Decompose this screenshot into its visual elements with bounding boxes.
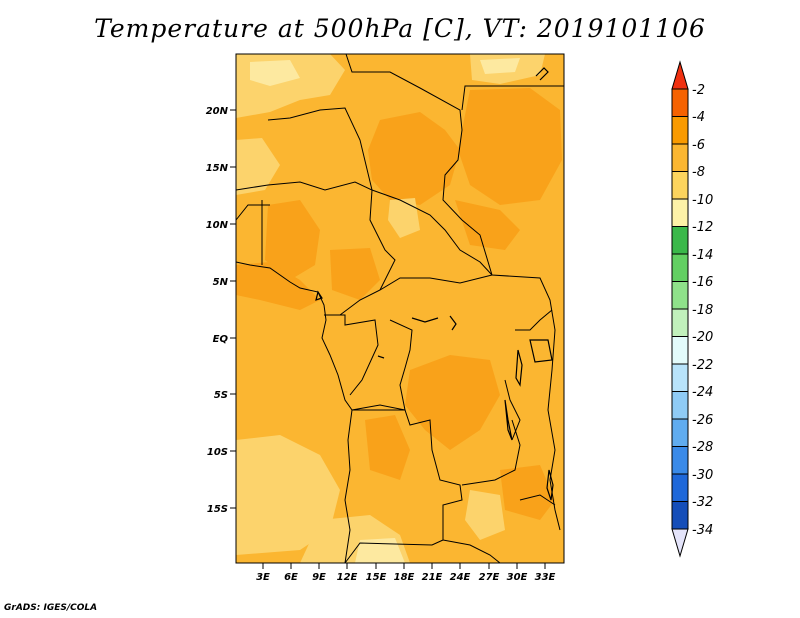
lat-label: 15N [206, 163, 229, 174]
colorbar-label: -20 [692, 330, 713, 345]
lon-label: 6E [284, 572, 298, 583]
colorbar-label: -12 [692, 220, 713, 235]
colorbar-segment [671, 253, 689, 282]
lakes [315, 67, 554, 501]
colorbar-label: -24 [692, 385, 713, 400]
chart-title: Temperature at 500hPa [C], VT: 201910110… [94, 14, 706, 43]
colorbar-segment [671, 308, 689, 337]
colorbar: -2 -4 -6 -8 -10 -12 -14 -16 -18 -20 -22 … [671, 60, 713, 558]
colorbar-label: -18 [692, 303, 713, 318]
lon-label: 33E [535, 572, 556, 583]
colorbar-label: -26 [692, 413, 713, 428]
lat-label: 15S [207, 504, 228, 515]
colorbar-segment [671, 336, 689, 365]
colorbar-top-arrow [671, 60, 689, 90]
colorbar-segment [671, 143, 689, 172]
colorbar-segment [671, 391, 689, 420]
colorbar-label: -22 [692, 358, 713, 373]
colorbar-label: -10 [692, 193, 713, 208]
lat-label: EQ [213, 334, 229, 345]
lon-label: 21E [422, 572, 443, 583]
coastlines-borders [235, 53, 564, 564]
lon-label: 15E [366, 572, 387, 583]
colorbar-label: -14 [692, 248, 713, 263]
colorbar-segment [671, 198, 689, 227]
colorbar-label: -8 [692, 165, 705, 180]
lon-label: 30E [507, 572, 528, 583]
colorbar-segment [671, 171, 689, 200]
lon-label: 18E [394, 572, 415, 583]
colorbar-segment [671, 281, 689, 310]
lat-label: 20N [206, 106, 229, 117]
colorbar-segment [671, 473, 689, 502]
lat-label: 5S [214, 390, 228, 401]
lat-label: 5N [213, 277, 229, 288]
colorbar-segment [671, 226, 689, 255]
colorbar-segment [671, 88, 689, 117]
plot-frame [235, 53, 565, 564]
lat-axis: 20N 15N 10N 5N EQ 5S 10S 15S [206, 106, 236, 515]
lon-label: 12E [337, 572, 358, 583]
grads-credit: GrADS: IGES/COLA [4, 603, 98, 613]
colorbar-segment [671, 418, 689, 447]
lat-label: 10S [207, 447, 228, 458]
colorbar-segment [671, 363, 689, 392]
colorbar-segment [671, 446, 689, 475]
colorbar-label: -4 [692, 110, 705, 125]
colorbar-bottom-arrow [671, 528, 689, 558]
colorbar-label: -2 [692, 83, 705, 98]
colorbar-label: -34 [692, 523, 713, 538]
colorbar-label: -30 [692, 468, 713, 483]
lon-label: 3E [256, 572, 270, 583]
colorbar-segment [671, 501, 689, 530]
lon-label: 9E [312, 572, 326, 583]
lat-label: 10N [206, 220, 229, 231]
colorbar-label: -6 [692, 138, 705, 153]
lon-axis: 3E 6E 9E 12E 15E 18E 21E 24E 27E 30E 33E [256, 563, 556, 583]
warm-contours [236, 88, 562, 520]
lon-label: 27E [479, 572, 500, 583]
colorbar-segment [671, 116, 689, 145]
colorbar-segments [671, 60, 689, 558]
colorbar-label: -16 [692, 275, 713, 290]
colorbar-label: -28 [692, 440, 713, 455]
colorbar-label: -32 [692, 495, 713, 510]
lon-label: 24E [450, 572, 471, 583]
